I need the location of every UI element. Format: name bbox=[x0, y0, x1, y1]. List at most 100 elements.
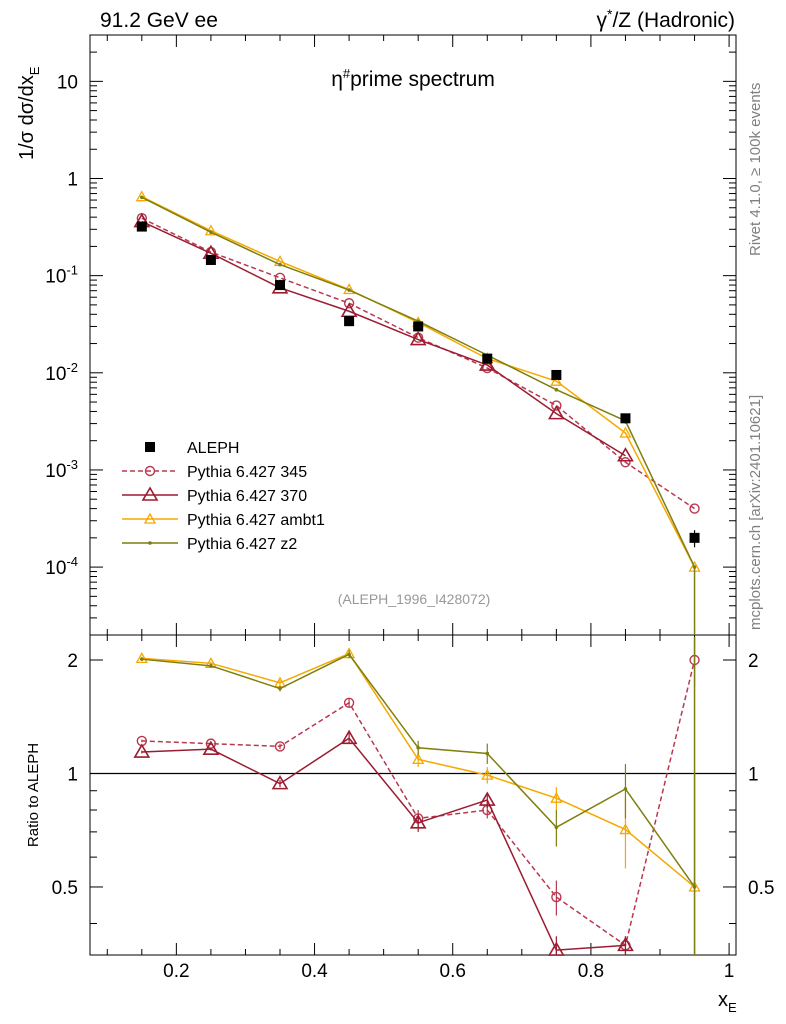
ratio-series-1 bbox=[133, 729, 634, 956]
series-point bbox=[547, 405, 565, 420]
reference-point bbox=[482, 353, 493, 364]
series-point bbox=[135, 190, 148, 202]
ratio-point bbox=[343, 697, 355, 708]
series-point bbox=[409, 330, 427, 346]
ratio-y-tick-label: 0.5 bbox=[52, 878, 78, 899]
legend-entry: Pythia 6.427 ambt1 bbox=[122, 512, 325, 529]
ratio-series-2 bbox=[135, 647, 701, 892]
y-tick-label: 10-4 bbox=[45, 554, 78, 579]
ratio-series-3 bbox=[140, 650, 697, 955]
reference-point bbox=[136, 221, 147, 232]
reference-point bbox=[275, 280, 285, 291]
ratio-y-tick-label-right: 2 bbox=[748, 651, 759, 672]
series-point bbox=[554, 387, 559, 392]
ratio-point bbox=[347, 652, 351, 657]
ratio-point bbox=[617, 936, 634, 952]
x-tick-label: 1 bbox=[724, 961, 735, 982]
ratio-line bbox=[141, 737, 626, 951]
ratio-point bbox=[135, 652, 148, 664]
mcplots-text: mcplots.cern.ch [arXiv:2401.10621] bbox=[747, 395, 764, 630]
ratio-point bbox=[340, 729, 358, 745]
series-1 bbox=[133, 213, 634, 462]
ratio-point bbox=[485, 751, 490, 756]
reference-point bbox=[551, 369, 562, 380]
reference-point bbox=[689, 532, 700, 543]
legend-entry: Pythia 6.427 345 bbox=[122, 464, 307, 481]
ratio-y-tick-label-right: 1 bbox=[748, 764, 759, 785]
legend-marker bbox=[148, 541, 152, 545]
ratio-line bbox=[141, 659, 696, 947]
ratio-point bbox=[550, 791, 563, 803]
reference-point bbox=[413, 321, 424, 332]
legend-label: Pythia 6.427 ambt1 bbox=[187, 512, 325, 529]
series-point bbox=[619, 426, 632, 438]
legend-entry: Pythia 6.427 370 bbox=[122, 486, 307, 505]
ratio-point bbox=[554, 825, 559, 830]
series-point bbox=[343, 298, 355, 309]
reference-point bbox=[205, 254, 216, 265]
x-tick-label: 0.2 bbox=[163, 961, 189, 982]
main-series bbox=[133, 190, 701, 635]
legend-label: Pythia 6.427 370 bbox=[187, 488, 307, 505]
ratio-point bbox=[547, 941, 565, 956]
ratio-point bbox=[551, 891, 562, 903]
ratio-point bbox=[278, 686, 282, 691]
series-point bbox=[478, 356, 496, 371]
header-right: γ*/Z (Hadronic) bbox=[597, 6, 735, 32]
series-line bbox=[141, 220, 626, 457]
series-line bbox=[141, 217, 695, 510]
ratio-point bbox=[416, 745, 420, 750]
legend-marker bbox=[145, 442, 155, 452]
x-axis-label: xE bbox=[718, 989, 737, 1015]
legend-marker bbox=[141, 486, 159, 501]
series-point bbox=[347, 288, 351, 292]
ratio-plot-frame bbox=[89, 634, 737, 956]
ratio-line bbox=[141, 653, 696, 888]
legend-entry: Pythia 6.427 z2 bbox=[122, 536, 297, 553]
series-point bbox=[140, 195, 144, 200]
ratio-point bbox=[274, 741, 286, 752]
series-point bbox=[550, 374, 563, 386]
ratio-line bbox=[141, 652, 696, 888]
ratio-y-axis-label: Ratio to ALEPH bbox=[25, 743, 42, 847]
legend-marker bbox=[143, 512, 157, 524]
series-point bbox=[617, 447, 634, 462]
ratio-axes: 0.2 0.4 0.6 0.8 1 0.5 0.5 1 1 2 2 bbox=[52, 635, 774, 982]
ratio-point bbox=[623, 787, 628, 791]
ratio-y-tick-label: 1 bbox=[67, 764, 78, 785]
header-left: 91.2 GeV ee bbox=[100, 9, 218, 32]
legend-label: ALEPH bbox=[187, 440, 239, 457]
y-tick-label: 10-3 bbox=[45, 457, 78, 482]
ratio-point bbox=[202, 740, 220, 755]
ratio-point bbox=[271, 775, 289, 790]
legend-entry: ALEPH bbox=[145, 440, 239, 457]
ratio-point bbox=[481, 768, 494, 780]
series-point bbox=[278, 262, 282, 267]
legend-marker bbox=[144, 465, 156, 477]
ratio-point bbox=[619, 823, 632, 835]
ratio-point bbox=[209, 664, 213, 668]
plot-title: η#prime spectrum bbox=[331, 66, 495, 91]
ratio-series-0 bbox=[136, 637, 700, 955]
y-axis-label: 1/σ dσ/dxE bbox=[16, 66, 42, 160]
ratio-series bbox=[133, 637, 701, 956]
ratio-y-tick-label-right: 0.5 bbox=[748, 878, 774, 899]
y-tick-label: 10-1 bbox=[45, 263, 78, 288]
x-tick-label: 0.8 bbox=[578, 961, 604, 982]
ratio-y-tick-label: 2 bbox=[67, 651, 78, 672]
x-tick-label: 0.4 bbox=[301, 961, 328, 982]
legend-label: Pythia 6.427 345 bbox=[187, 464, 307, 481]
series-point bbox=[689, 503, 700, 514]
ratio-point bbox=[133, 743, 151, 758]
reference-point bbox=[620, 413, 631, 424]
series-point bbox=[620, 457, 631, 468]
rivet-version-text: Rivet 4.1.0, ≥ 100k events bbox=[747, 83, 764, 256]
ratio-point bbox=[140, 657, 144, 661]
y-tick-label: 10 bbox=[57, 72, 78, 93]
ratio-point bbox=[412, 753, 425, 765]
y-tick-label: 1 bbox=[67, 170, 78, 191]
ratio-point bbox=[478, 791, 496, 806]
main-axes: 10-4 10-3 10-2 10-1 1 10 bbox=[45, 34, 736, 636]
x-tick-label: 0.6 bbox=[440, 961, 466, 982]
